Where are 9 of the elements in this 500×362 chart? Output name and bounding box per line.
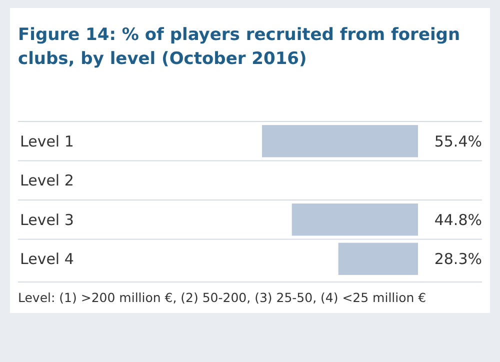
y-tick-label: Level 3 [20, 210, 74, 229]
text: Level: (1) >200 million €, (2) 50-200, (3) 25-50, (4) <25 million € [18, 290, 426, 305]
y-tick-label: Level 1 [20, 132, 74, 150]
y-tick-label: Level 4 [20, 250, 74, 268]
data-label: 55.4% [434, 132, 482, 150]
data-label: 44.8% [434, 210, 482, 229]
y-tick-label: Level 2 [20, 172, 74, 190]
chart-title: Figure 14: % of players recruited from foreign clubs, by level (October 2016) [18, 25, 460, 69]
data-label: 28.3% [434, 250, 482, 268]
